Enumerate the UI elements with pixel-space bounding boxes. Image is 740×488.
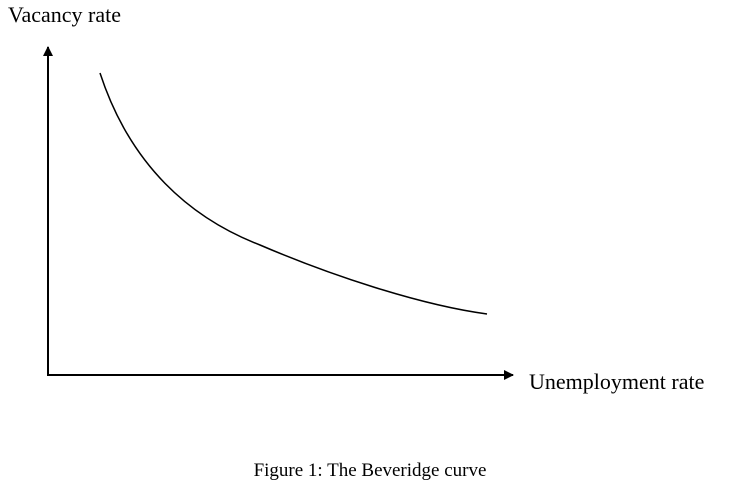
figure-caption: Figure 1: The Beveridge curve [254,460,487,481]
x-axis-label: Unemployment rate [529,369,704,394]
beveridge-curve [99,72,488,315]
y-axis-label: Vacancy rate [8,2,121,27]
